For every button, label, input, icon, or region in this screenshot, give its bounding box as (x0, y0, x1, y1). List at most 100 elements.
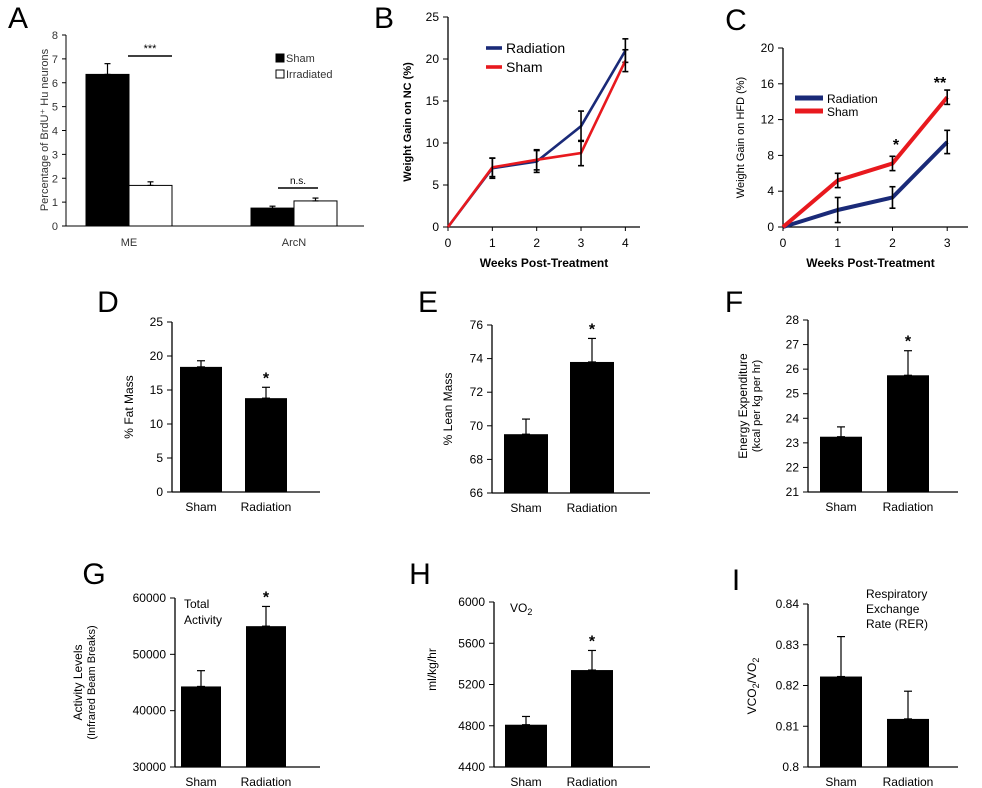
d-y-tick-label: 10 (150, 417, 164, 431)
i-bar (820, 676, 862, 767)
a-y-tick-label: 7 (52, 54, 58, 66)
g-y-tick-label: 40000 (133, 704, 167, 718)
g-y-axis-label-2: (Infrared Beam Breaks) (86, 625, 98, 739)
panel-letter-h: H (409, 558, 431, 591)
e-y-tick-label: 76 (470, 318, 484, 332)
b-series-line (446, 49, 627, 228)
i-x-tick-label: Sham (825, 775, 856, 788)
a-legend-label: Sham (286, 53, 315, 65)
i-title-line1: Respiratory (866, 587, 927, 601)
h-x-tick-label: Radiation (567, 775, 618, 788)
d-bar (245, 398, 287, 492)
d-y-tick-label: 15 (150, 383, 164, 397)
a-y-tick-label: 4 (52, 126, 58, 138)
e-y-tick-label: 72 (470, 385, 484, 399)
i-y-tick-label: 0.84 (776, 597, 800, 611)
c-y-tick-label: 4 (767, 184, 774, 198)
g-y-tick-label: 60000 (133, 591, 167, 605)
h-y-tick-label: 4800 (458, 719, 485, 733)
e-x-tick-label: Sham (510, 501, 541, 515)
e-significance-label: * (589, 321, 596, 338)
i-y-axis-label: VCO2/VO2 (745, 658, 761, 715)
i-title-line3: Rate (RER) (866, 617, 928, 631)
d-y-tick-label: 5 (156, 451, 163, 465)
f-y-tick-label: 26 (786, 362, 800, 376)
c-x-tick-label: 2 (889, 236, 896, 250)
f-y-tick-label: 22 (786, 460, 800, 474)
b-series-line (446, 60, 627, 228)
i-y-tick-label: 0.83 (776, 638, 800, 652)
panel-letter-e: E (418, 286, 438, 319)
d-y-tick-label: 20 (150, 349, 164, 363)
f-y-tick-label: 21 (786, 485, 800, 499)
a-y-tick-label: 0 (52, 221, 58, 233)
a-y-tick-label: 3 (52, 149, 58, 161)
d-y-tick-label: 25 (150, 315, 164, 329)
panel-letter-g: G (82, 558, 105, 591)
a-x-tick-label: ME (121, 237, 138, 249)
a-bar (293, 200, 338, 227)
e-y-tick-label: 66 (470, 486, 484, 500)
c-x-tick-label: 1 (834, 236, 841, 250)
f-x-tick-label: Radiation (883, 500, 934, 514)
c-y-tick-label: 16 (761, 77, 775, 91)
h-y-axis-label: ml/kg/hr (425, 648, 439, 691)
f-bar (887, 375, 929, 492)
h-y-tick-label: 6000 (458, 595, 485, 609)
b-legend-label: Radiation (506, 40, 565, 56)
b-y-tick-label: 10 (426, 136, 440, 150)
i-y-tick-label: 0.81 (776, 719, 800, 733)
c-series-line (782, 140, 949, 229)
a-legend-label: Irradiated (286, 69, 332, 81)
d-x-tick-label: Radiation (241, 500, 292, 514)
panel-letter-d: D (97, 286, 119, 319)
h-y-tick-label: 4400 (458, 760, 485, 774)
h-y-tick-label: 5200 (458, 678, 485, 692)
c-legend-label: Sham (827, 105, 858, 119)
i-y-tick-label: 0.8 (782, 760, 799, 774)
a-y-tick-label: 8 (52, 30, 58, 42)
f-y-tick-label: 25 (786, 387, 800, 401)
b-x-tick-label: 3 (578, 236, 585, 250)
g-bar (181, 686, 221, 767)
a-bar (128, 184, 173, 227)
panel-letter-c: C (725, 4, 747, 37)
b-x-tick-label: 2 (533, 236, 540, 250)
e-bar (504, 434, 548, 493)
f-y-tick-label: 28 (786, 313, 800, 327)
c-x-tick-label: 3 (944, 236, 951, 250)
b-y-tick-label: 25 (426, 10, 440, 24)
a-legend-swatch (275, 53, 285, 63)
i-title-line2: Exchange (866, 602, 920, 616)
b-y-tick-label: 0 (432, 220, 439, 234)
b-x-axis-label: Weeks Post-Treatment (480, 256, 609, 270)
a-y-axis-label: Percentage of BrdU⁺ Hu neurons (39, 48, 51, 211)
c-x-axis-label: Weeks Post-Treatment (806, 256, 935, 270)
h-y-tick-label: 5600 (458, 636, 485, 650)
g-x-tick-label: Radiation (241, 775, 292, 788)
b-x-tick-label: 4 (622, 236, 629, 250)
h-bar (571, 670, 613, 767)
f-x-tick-label: Sham (825, 500, 856, 514)
panel-letter-a: A (8, 2, 28, 35)
a-significance-label: *** (144, 43, 158, 55)
c-y-tick-label: 0 (767, 220, 774, 234)
b-legend-label: Sham (506, 59, 543, 75)
c-y-tick-label: 12 (761, 113, 775, 127)
a-bar (85, 73, 130, 227)
g-title-line2: Activity (184, 613, 222, 627)
a-y-tick-label: 2 (52, 173, 58, 185)
b-y-tick-label: 5 (432, 178, 439, 192)
a-ns-label: n.s. (290, 176, 306, 187)
c-series-line (781, 95, 949, 229)
c-legend-label: Radiation (827, 92, 878, 106)
d-y-axis-label: % Fat Mass (122, 375, 136, 438)
c-significance-week2: * (893, 137, 900, 154)
i-x-tick-label: Radiation (883, 775, 934, 788)
g-title-line1: Total (184, 597, 209, 611)
e-y-tick-label: 74 (470, 352, 484, 366)
f-y-axis-label-2: (kcal per kg per hr) (751, 360, 763, 452)
i-y-tick-label: 0.82 (776, 679, 800, 693)
b-x-tick-label: 0 (445, 236, 452, 250)
